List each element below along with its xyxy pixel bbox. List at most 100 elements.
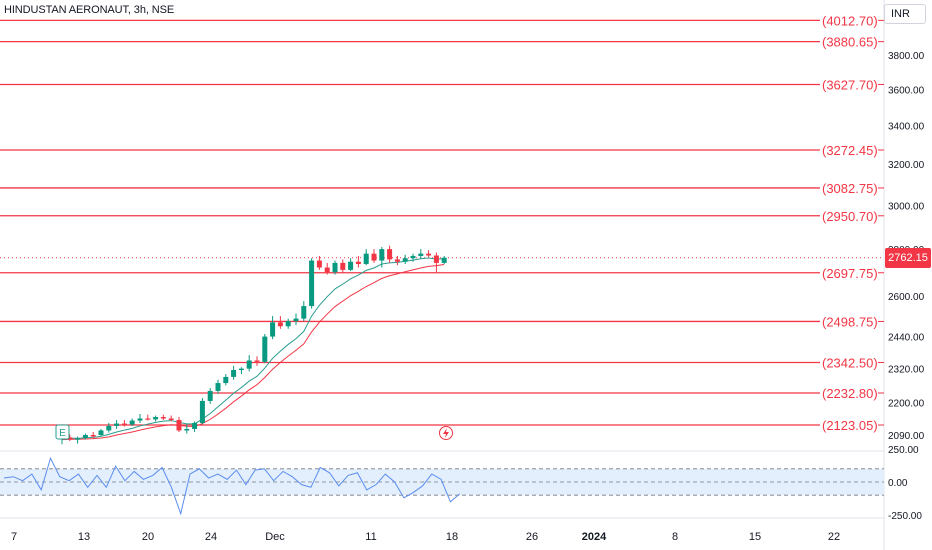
time-label[interactable]: 7	[11, 531, 17, 543]
price-label[interactable]: 2440.00	[888, 333, 925, 344]
candle-body	[207, 390, 213, 401]
candle-body	[285, 321, 291, 327]
candle-body	[324, 267, 330, 273]
candle-body	[160, 417, 166, 419]
price-label[interactable]: 3200.00	[888, 160, 925, 171]
candle-body	[262, 336, 268, 362]
price-label[interactable]: 2200.00	[888, 398, 925, 409]
candle-body	[254, 360, 260, 362]
candle-body	[106, 425, 112, 431]
candle-body	[153, 417, 159, 420]
price-axis[interactable]: 3800.003600.003400.003200.003000.002800.…	[888, 51, 925, 442]
candle-body	[402, 258, 408, 262]
earnings-marker-label: E	[59, 428, 66, 439]
time-label[interactable]: 18	[446, 531, 458, 543]
candle-body	[98, 430, 104, 435]
price-label[interactable]: 2320.00	[888, 365, 925, 376]
candle-body	[277, 322, 283, 327]
time-label[interactable]: 8	[672, 531, 678, 543]
time-label[interactable]: 26	[526, 531, 538, 543]
time-axis[interactable]: 7 13 20 24 Dec 11 18 26 2024 8 15 22	[11, 531, 840, 543]
candle-body	[199, 400, 205, 423]
candle-body	[379, 249, 385, 261]
time-label[interactable]: Dec	[265, 531, 285, 543]
candle-body	[371, 253, 377, 261]
level-label[interactable]: (2697.75)	[822, 266, 878, 281]
candle-body	[67, 437, 73, 440]
candle-body	[426, 253, 432, 256]
candle-body	[137, 418, 143, 421]
candle-body	[433, 255, 439, 263]
price-label[interactable]: 3800.00	[888, 51, 925, 62]
moving-average	[61, 264, 445, 441]
candle-body	[348, 261, 354, 270]
candle-body	[301, 306, 307, 319]
level-label[interactable]: (2232.80)	[822, 386, 878, 401]
candle-body	[238, 368, 244, 371]
time-label[interactable]: 13	[78, 531, 90, 543]
level-label[interactable]: (2950.70)	[822, 209, 878, 224]
level-label[interactable]: (3880.65)	[822, 35, 878, 50]
time-label[interactable]: 20	[142, 531, 154, 543]
candle-body	[231, 370, 237, 377]
currency-button[interactable]: INR	[884, 4, 926, 24]
level-label[interactable]: (3272.45)	[822, 143, 878, 158]
candle-body	[363, 253, 369, 265]
time-label[interactable]: 24	[205, 531, 217, 543]
last-price-badge: 2762.15	[885, 248, 931, 268]
candle-body	[410, 255, 416, 259]
oscillator-label[interactable]: -250.00	[888, 511, 922, 522]
price-label[interactable]: 2090.00	[888, 431, 925, 442]
candles	[59, 245, 447, 445]
candle-body	[82, 435, 88, 439]
candle-body	[293, 318, 299, 322]
oscillator-label[interactable]: 250.00	[888, 445, 919, 456]
time-label[interactable]: 15	[749, 531, 761, 543]
level-label[interactable]: (2498.75)	[822, 314, 878, 329]
price-label[interactable]: 2600.00	[888, 292, 925, 303]
price-grid	[0, 0, 885, 550]
level-label[interactable]: (4012.70)	[822, 13, 878, 28]
price-label[interactable]: 3600.00	[888, 85, 925, 96]
time-label[interactable]: 2024	[582, 531, 607, 543]
level-label[interactable]: (3627.70)	[822, 77, 878, 92]
oscillator-label[interactable]: 0.00	[888, 478, 908, 489]
candle-body	[75, 438, 81, 440]
level-label[interactable]: (2342.50)	[822, 356, 878, 371]
time-label[interactable]: 22	[828, 531, 840, 543]
candle-body	[184, 428, 190, 431]
candle-body	[192, 422, 198, 429]
candle-body	[394, 259, 400, 262]
candle-body	[129, 420, 135, 425]
price-label[interactable]: 3400.00	[888, 122, 925, 133]
lightning-icon-glyph	[443, 428, 449, 438]
candle-body	[355, 261, 361, 265]
candle-body	[441, 257, 447, 263]
candle-body	[246, 360, 252, 369]
price-label[interactable]: 3000.00	[888, 201, 925, 212]
time-label[interactable]: 11	[365, 531, 376, 543]
candle-body	[215, 383, 221, 391]
horizontal-levels[interactable]: (4012.70) (3880.65) (3627.70) (3272.45) (308…	[0, 13, 884, 433]
candle-body	[332, 262, 338, 273]
candle-body	[223, 376, 229, 384]
candle-body	[90, 435, 96, 437]
moving-average	[62, 257, 445, 439]
candle-body	[387, 249, 393, 260]
candle-body	[316, 260, 322, 268]
candle-body	[121, 423, 127, 425]
level-label[interactable]: (2123.05)	[822, 418, 878, 433]
candle-body	[145, 418, 151, 420]
level-label[interactable]: (3082.75)	[822, 181, 878, 196]
candle-body	[176, 419, 182, 431]
oscillator-axis[interactable]: 250.00 0.00 -250.00	[888, 445, 922, 522]
candle-body	[340, 262, 346, 270]
event-markers[interactable]: E	[55, 424, 453, 440]
oscillator-line	[3, 456, 461, 516]
candle-body	[418, 253, 424, 256]
earnings-marker[interactable]	[55, 424, 70, 440]
candle-body	[114, 423, 120, 426]
candle-body	[270, 322, 276, 337]
candle-body	[168, 418, 174, 420]
